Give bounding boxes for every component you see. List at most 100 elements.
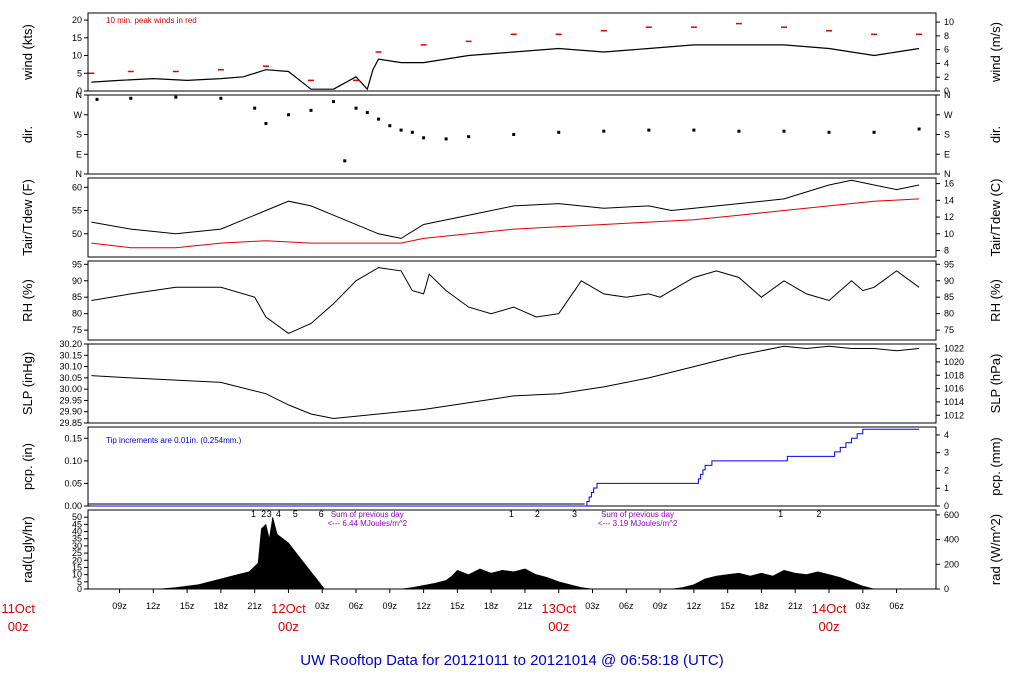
direction-point — [286, 113, 290, 117]
x-tick-label: 09z — [653, 601, 668, 611]
direction-point — [737, 129, 741, 133]
slp-panel: SLP (inHg) SLP (hPa)29.8529.9029.9530.003… — [20, 339, 1003, 428]
precip-ytick-label-left: 0.05 — [64, 478, 82, 488]
precip-ytick-label-right: 3 — [944, 448, 949, 458]
x-tick-label: 12z — [687, 601, 702, 611]
temperature-ytick-label-right: 10 — [944, 229, 954, 239]
rh-ytick-label-left: 90 — [72, 276, 82, 286]
radiation-ytick-label-left: 35 — [72, 534, 82, 544]
hour-marker: 1 — [509, 509, 514, 519]
x-tick-label: 15z — [720, 601, 735, 611]
x-tick-label: 09z — [112, 601, 127, 611]
rh-ytick-label-left: 85 — [72, 292, 82, 302]
peak-wind-note: 10 min. peak winds in red — [106, 16, 197, 25]
dir-ytick-label-right: N — [944, 90, 951, 100]
x-tick-label: 06z — [349, 601, 364, 611]
slp-ytick-label-right: 1016 — [944, 384, 964, 394]
footer-title: UW Rooftop Data for 20121011 to 20121014… — [300, 652, 724, 669]
direction-point — [557, 130, 561, 134]
direction-point — [647, 128, 651, 132]
dir-ytick-label-left: E — [76, 149, 82, 159]
temperature-ylabel-right: Tair/Tdew (C) — [988, 178, 1003, 256]
x-tick-label: 06z — [889, 601, 904, 611]
direction-point — [692, 128, 696, 132]
temperature-ytick-label-right: 8 — [944, 245, 949, 255]
dir-ytick-label-left: N — [76, 90, 83, 100]
wind-ytick-label-right: 4 — [944, 58, 949, 68]
direction-point — [782, 129, 786, 133]
date-hour-label: 00z — [819, 619, 840, 634]
slp-ytick-label-left: 30.00 — [59, 384, 82, 394]
rh-line — [91, 267, 920, 334]
slp-ytick-label-left: 30.15 — [59, 350, 82, 360]
direction-point — [410, 130, 414, 134]
radiation-ylabel-left: rad(Lgly/hr) — [20, 516, 35, 582]
temperature-ytick-label-left: 60 — [72, 182, 82, 192]
hour-marker: 1 — [778, 509, 783, 519]
wind-panel: wind (kts) wind (m/s) 0 5 10 15 20 0 2 4 6 8 10 10 mi… — [20, 12, 1003, 96]
precip-accumulation-line — [91, 428, 920, 507]
radiation-ytick-label-right: 400 — [944, 535, 959, 545]
radiation-ytick-label-left: 40 — [72, 527, 82, 537]
tdew-line — [91, 198, 920, 249]
wind-ytick-label-left: 20 — [72, 15, 82, 25]
wind-speed-line — [91, 44, 920, 91]
direction-point — [174, 95, 178, 99]
rh-frame — [87, 260, 937, 341]
temperature-ylabel-left: Tair/Tdew (F) — [20, 179, 35, 256]
rh-ytick-label-left: 75 — [72, 325, 82, 335]
x-tick-label: 03z — [315, 601, 330, 611]
radiation-ytick-label-right: 600 — [944, 510, 959, 520]
x-tick-label: 21z — [518, 601, 533, 611]
radiation-ytick-label-left: 20 — [72, 555, 82, 565]
radiation-ytick-label-left: 15 — [72, 562, 82, 572]
daily-sum-note: <--- 6.44 MJoules/m^2 — [328, 519, 408, 528]
direction-point — [512, 133, 516, 136]
tip-increment-note: Tip increments are 0.01in. (0.254mm.) — [106, 436, 242, 445]
daily-sum-note: Sum of previous day — [331, 510, 404, 519]
hour-marker: 6 — [319, 509, 324, 519]
dir-ytick-label-right: E — [944, 149, 950, 159]
hour-marker: 3 — [572, 509, 577, 519]
slp-line — [91, 345, 920, 420]
wind-ytick-label-left: 15 — [72, 33, 82, 43]
direction-point — [827, 130, 831, 134]
x-tick-label: 06z — [619, 601, 634, 611]
direction-point — [377, 117, 381, 121]
date-hour-label: 00z — [278, 619, 299, 634]
wind-ytick-label-right: 8 — [944, 31, 949, 41]
radiation-ytick-label-left: 5 — [77, 577, 82, 587]
date-label: 13Oct — [541, 601, 576, 616]
wind-ytick-label-right: 6 — [944, 45, 949, 55]
temperature-frame — [87, 177, 937, 258]
radiation-ylabel-right: rad (W/m^2) — [988, 514, 1003, 585]
dir-ylabel-right: dir. — [988, 126, 1003, 143]
slp-ytick-label-left: 29.85 — [59, 418, 82, 428]
precip-ytick-label-left: 0.00 — [64, 501, 82, 511]
radiation-ytick-label-left: 30 — [72, 541, 82, 551]
rh-ylabel-left: RH (%) — [20, 279, 35, 322]
direction-point — [332, 100, 336, 104]
dir-ytick-label-right: N — [944, 169, 951, 179]
dir-ytick-label-left: W — [74, 110, 83, 120]
slp-ytick-label-right: 1014 — [944, 397, 964, 407]
slp-ytick-label-right: 1012 — [944, 410, 964, 420]
dir-ytick-label-right: W — [944, 110, 953, 120]
direction-point — [309, 108, 313, 112]
x-tick-label: 18z — [484, 601, 499, 611]
slp-frame — [87, 343, 937, 424]
slp-ytick-label-left: 30.05 — [59, 373, 82, 383]
radiation-ytick-label-right: 0 — [944, 584, 949, 594]
direction-point — [354, 106, 358, 110]
radiation-ytick-label-left: 10 — [72, 570, 82, 580]
slp-ytick-label-left: 29.90 — [59, 407, 82, 417]
hour-marker: 2 — [816, 509, 821, 519]
slp-ytick-label-left: 30.10 — [59, 362, 82, 372]
x-tick-label: 03z — [856, 601, 871, 611]
direction-point — [95, 97, 99, 101]
temperature-ytick-label-left: 50 — [72, 229, 82, 239]
x-tick-label: 21z — [247, 601, 262, 611]
x-tick-label: 18z — [754, 601, 769, 611]
direction-point — [343, 159, 347, 163]
